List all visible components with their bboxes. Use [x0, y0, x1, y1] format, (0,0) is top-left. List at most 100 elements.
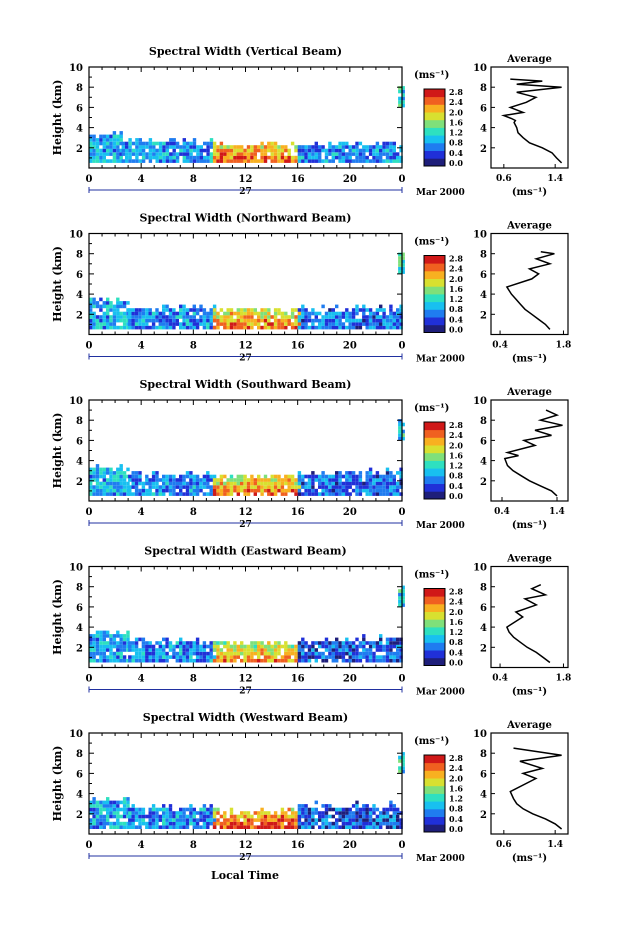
heatmap-cell: [206, 318, 210, 323]
heatmap-cell: [229, 322, 234, 326]
heatmap-cell: [243, 322, 247, 326]
heatmap-cell: [109, 478, 113, 482]
heatmap-cell: [284, 655, 288, 659]
heatmap-cell: [169, 145, 173, 149]
heatmap-cell: [345, 637, 349, 642]
heatmap-cell: [206, 322, 210, 326]
heatmap-cell: [236, 825, 240, 829]
heatmap-cell: [338, 481, 342, 486]
heatmap-cell: [95, 145, 100, 149]
heatmap-cell: [95, 301, 100, 305]
heatmap-cell: [396, 658, 400, 663]
heatmap-cell: [226, 651, 230, 656]
heatmap-cell: [365, 648, 369, 652]
heatmap-cell: [307, 807, 312, 812]
heatmap-cell: [328, 322, 332, 326]
heatmap-cell: [102, 471, 106, 475]
panel-3: Spectral Width (Southward Beam)246810Hei…: [51, 378, 569, 531]
heatmap-cell: [382, 318, 386, 323]
average-y-tick-label: 8: [480, 583, 487, 594]
heatmap-cell: [223, 818, 227, 822]
y-tick-label: 2: [76, 144, 83, 155]
heatmap-cell: [233, 478, 237, 482]
heatmap-cell: [246, 481, 251, 486]
heatmap-cell: [212, 155, 217, 160]
heatmap-cell: [233, 658, 237, 663]
heatmap-cell: [270, 478, 274, 482]
heatmap-cell: [287, 651, 291, 656]
heatmap-cell: [158, 648, 162, 652]
heatmap-cell: [341, 641, 346, 645]
heatmap-cell: [109, 485, 113, 489]
heatmap-cell: [294, 818, 298, 822]
heatmap-cell: [119, 311, 123, 316]
heatmap-cell: [240, 159, 244, 163]
heatmap-cell: [179, 485, 183, 489]
heatmap-cell: [243, 648, 247, 652]
heatmap-cell: [351, 148, 356, 153]
heatmap-cell: [392, 644, 396, 649]
heatmap-cell: [321, 481, 325, 486]
x-tick-label: 16: [291, 341, 305, 352]
heatmap-cell: [301, 159, 305, 163]
heatmap-cell: [375, 325, 380, 330]
colorbar-segment: [424, 468, 445, 477]
heatmap-cell: [92, 811, 96, 815]
heatmap-cell: [301, 821, 305, 826]
heatmap-cell: [128, 152, 132, 156]
heatmap-cell: [182, 304, 186, 309]
heatmap-cell: [368, 152, 373, 156]
heatmap-cell: [89, 811, 93, 815]
heatmap-cell: [145, 814, 149, 819]
heatmap-cell: [260, 315, 264, 319]
heatmap-cell: [284, 145, 288, 149]
heatmap-cell: [102, 159, 106, 163]
heatmap-cell: [267, 478, 271, 482]
x-tick-label: 0: [86, 341, 93, 352]
colorbar-segment: [424, 755, 445, 764]
heatmap-cell: [399, 155, 403, 160]
heatmap-cell: [389, 485, 393, 489]
heatmap-cell: [206, 492, 210, 496]
heatmap-cell: [401, 769, 405, 774]
heatmap-cell: [392, 641, 396, 645]
heatmap-cell: [389, 651, 393, 656]
heatmap-cell: [311, 814, 315, 819]
heatmap-cell: [212, 311, 217, 316]
colorbar-segment: [424, 824, 445, 833]
heatmap-cell: [179, 644, 183, 649]
heatmap-cell: [297, 814, 302, 819]
heatmap-cell: [165, 637, 169, 642]
heatmap-cell: [162, 481, 166, 486]
heatmap-cell: [116, 800, 120, 805]
heatmap-cell: [219, 488, 224, 493]
colorbar-segment: [424, 96, 445, 105]
heatmap-cell: [162, 304, 166, 309]
heatmap-cell: [223, 481, 227, 486]
heatmap-cell: [368, 159, 373, 163]
heatmap-cell: [365, 814, 369, 819]
heatmap-cell: [277, 658, 281, 663]
heatmap-cell: [223, 485, 227, 489]
heatmap-cell: [226, 492, 230, 496]
heatmap-cell: [365, 655, 369, 659]
panel-title: Spectral Width (Northward Beam): [140, 212, 352, 225]
heatmap-cell: [368, 311, 373, 316]
heatmap-cell: [165, 141, 170, 146]
heatmap-cell: [328, 308, 332, 312]
heatmap-cell: [223, 474, 227, 479]
heatmap-cell: [345, 155, 349, 160]
heatmap-cell: [99, 804, 103, 808]
heatmap-cell: [240, 318, 244, 323]
heatmap-cell: [246, 155, 251, 160]
heatmap-cell: [260, 825, 264, 829]
heatmap-cell: [280, 325, 285, 330]
heatmap-cell: [290, 807, 295, 812]
heatmap-cell: [297, 658, 302, 663]
heatmap-cell: [216, 152, 220, 156]
heatmap-cell: [106, 634, 110, 638]
heatmap-cell: [179, 481, 183, 486]
heatmap-cell: [314, 152, 318, 156]
heatmap-cell: [240, 644, 244, 649]
heatmap-cell: [112, 145, 117, 149]
